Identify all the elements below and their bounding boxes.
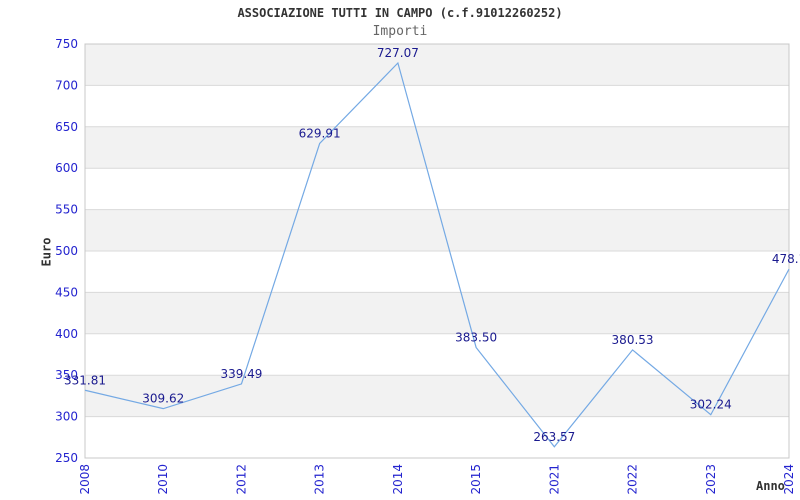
point-label: 478.1 bbox=[772, 252, 800, 266]
x-tick-label: 2024 bbox=[782, 464, 796, 495]
y-tick-label: 350 bbox=[55, 368, 78, 382]
x-tick-label: 2012 bbox=[234, 464, 248, 495]
y-tick-label: 600 bbox=[55, 161, 78, 175]
chart-subtitle: Importi bbox=[372, 24, 428, 39]
point-label: 380.53 bbox=[612, 333, 654, 347]
plot-band bbox=[85, 375, 789, 417]
point-label: 727.07 bbox=[377, 46, 419, 60]
y-tick-label: 550 bbox=[55, 203, 78, 217]
plot-band bbox=[85, 209, 789, 251]
y-tick-label: 300 bbox=[55, 410, 78, 424]
point-label: 309.62 bbox=[142, 392, 184, 406]
plot-band bbox=[85, 44, 789, 86]
point-label: 383.50 bbox=[455, 330, 497, 344]
x-tick-label: 2022 bbox=[626, 464, 640, 495]
y-tick-label: 750 bbox=[55, 37, 78, 51]
plot-border bbox=[84, 43, 790, 459]
y-tick-label: 700 bbox=[55, 78, 78, 92]
x-tick-label: 2021 bbox=[547, 464, 561, 495]
point-label: 339.49 bbox=[220, 367, 262, 381]
x-tick-label: 2008 bbox=[78, 464, 92, 495]
y-tick-label: 650 bbox=[55, 120, 78, 134]
y-tick-label: 450 bbox=[55, 285, 78, 299]
y-tick-label: 400 bbox=[55, 327, 78, 341]
plot-band bbox=[85, 292, 789, 334]
x-tick-label: 2010 bbox=[156, 464, 170, 495]
point-label: 331.81 bbox=[64, 373, 106, 387]
x-axis-title: Anno bbox=[756, 479, 785, 493]
data-line bbox=[84, 61, 790, 448]
x-tick-label: 2014 bbox=[391, 464, 405, 495]
y-tick-label: 250 bbox=[55, 451, 78, 465]
chart-title: ASSOCIAZIONE TUTTI IN CAMPO (c.f.9101226… bbox=[237, 6, 563, 20]
point-label: 302.24 bbox=[690, 398, 732, 412]
y-tick-label: 500 bbox=[55, 244, 78, 258]
plot-band bbox=[85, 126, 789, 169]
x-tick-label: 2023 bbox=[704, 464, 718, 495]
x-tick-label: 2015 bbox=[469, 464, 483, 495]
point-label: 629.91 bbox=[299, 126, 341, 140]
point-label: 263.57 bbox=[533, 430, 575, 444]
x-tick-label: 2013 bbox=[313, 464, 327, 495]
